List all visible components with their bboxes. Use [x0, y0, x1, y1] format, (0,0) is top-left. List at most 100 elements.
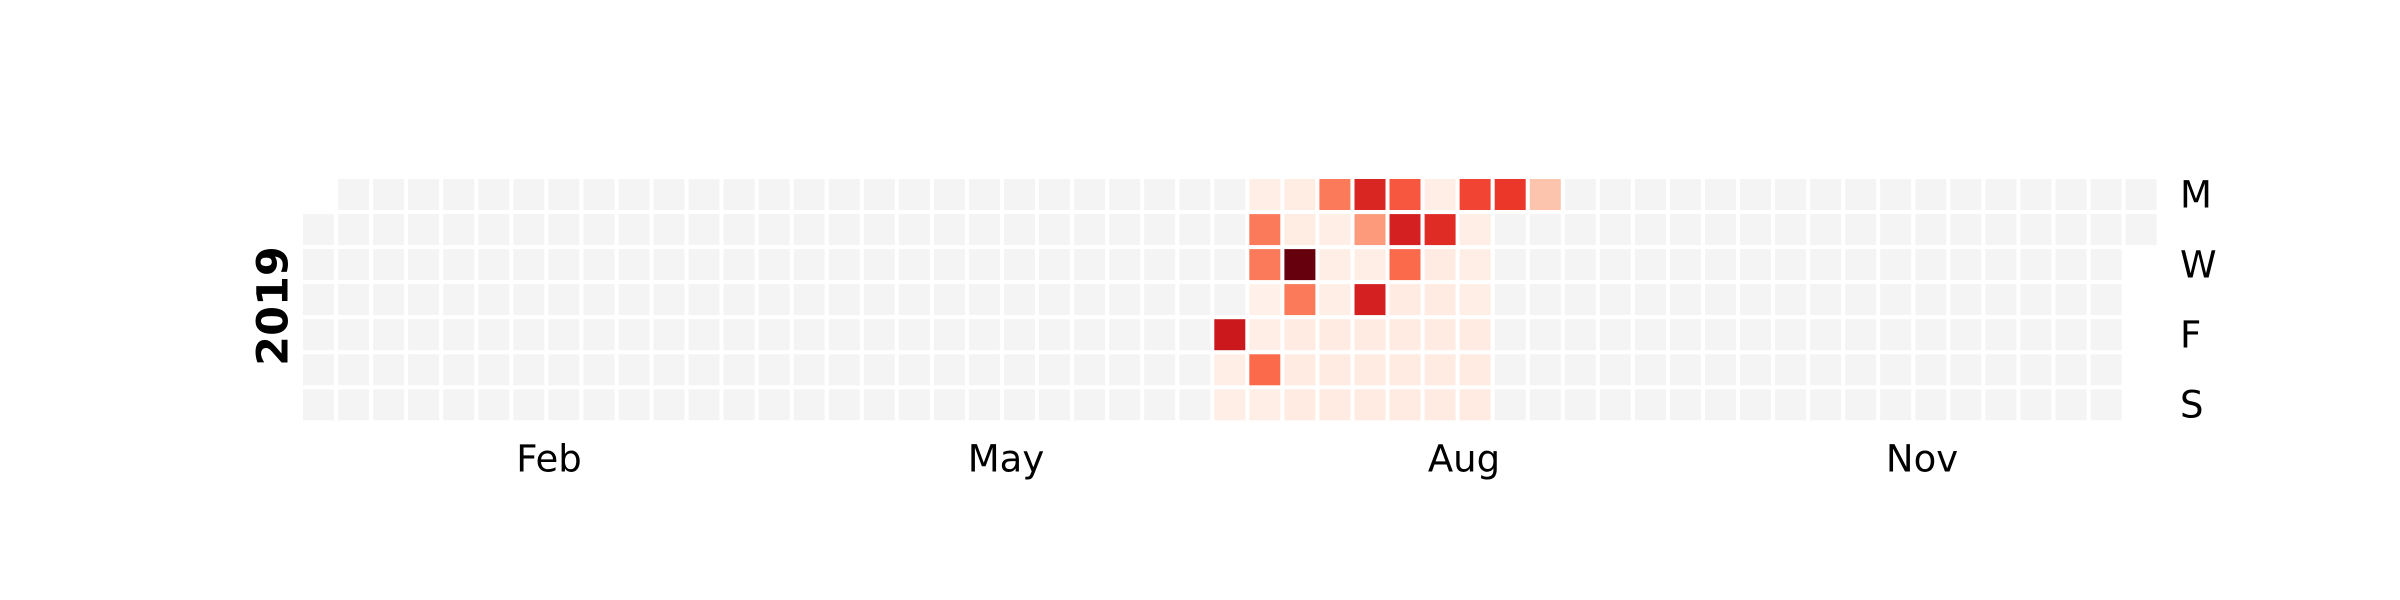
day-cell-2019-06-07: [1074, 319, 1106, 351]
day-cell-2019-01-27: [408, 389, 440, 421]
day-cell-2019-05-17: [968, 319, 1000, 351]
day-cell-2019-11-06: [1845, 249, 1877, 281]
day-cell-2019-09-11: [1564, 249, 1596, 281]
day-cell-2019-03-14: [653, 284, 685, 316]
day-cell-2019-12-16: [2055, 179, 2087, 210]
day-cell-2019-05-27: [1039, 179, 1070, 210]
day-cell-2019-10-12: [1705, 354, 1736, 386]
day-cell-2019-10-05: [1669, 354, 1701, 386]
day-cell-2019-08-12: [1424, 179, 1456, 210]
day-cell-2019-01-11: [338, 319, 370, 351]
day-cell-2019-12-28: [2090, 354, 2122, 386]
day-cell-2019-11-16: [1880, 354, 1912, 386]
day-cell-2019-05-18: [968, 354, 1000, 386]
day-cell-2019-04-29: [898, 179, 930, 210]
day-cell-2019-03-18: [688, 179, 720, 210]
day-cell-2019-01-25: [408, 319, 440, 351]
day-cell-2019-09-01: [1494, 389, 1526, 421]
day-cell-2019-07-06: [1214, 354, 1246, 386]
month-label-feb: Feb: [516, 438, 582, 481]
day-cell-2019-08-04: [1354, 389, 1386, 421]
day-cell-2019-11-27: [1950, 249, 1982, 281]
day-cell-2019-05-23: [1004, 284, 1035, 316]
day-cell-2019-08-10: [1389, 354, 1421, 386]
day-cell-2019-08-28: [1494, 249, 1526, 281]
day-cell-2019-10-17: [1740, 284, 1771, 316]
day-cell-2019-12-30: [2125, 179, 2157, 210]
day-cell-2019-12-01: [1950, 389, 1982, 421]
day-cell-2019-08-19: [1459, 179, 1491, 210]
day-cell-2019-01-22: [408, 214, 440, 246]
day-cell-2019-07-29: [1354, 179, 1386, 210]
day-cell-2019-09-12: [1564, 284, 1596, 316]
day-cell-2019-03-09: [618, 354, 650, 386]
day-cell-2019-09-30: [1669, 179, 1701, 210]
day-cell-2019-07-17: [1284, 249, 1316, 281]
day-cell-2019-06-19: [1144, 249, 1176, 281]
month-label-may: May: [968, 438, 1045, 481]
day-cell-2019-10-09: [1705, 249, 1736, 281]
day-cell-2019-11-11: [1880, 179, 1912, 210]
day-cell-2019-03-29: [723, 319, 755, 351]
day-cell-2019-02-17: [513, 389, 545, 421]
day-cell-2019-03-07: [618, 284, 650, 316]
day-cell-2019-03-01: [583, 319, 615, 351]
day-cell-2019-06-30: [1179, 389, 1211, 421]
day-cell-2019-04-15: [828, 179, 860, 210]
day-cell-2019-09-28: [1634, 354, 1666, 386]
day-cell-2019-06-18: [1144, 214, 1176, 246]
day-cell-2019-10-24: [1775, 284, 1807, 316]
day-cell-2019-11-22: [1915, 319, 1947, 351]
day-cell-2019-02-19: [548, 214, 580, 246]
day-cell-2019-05-01: [898, 249, 930, 281]
day-cell-2019-04-06: [758, 354, 790, 386]
day-cell-2019-10-03: [1669, 284, 1701, 316]
day-cell-2019-04-17: [828, 249, 860, 281]
day-cell-2019-04-22: [863, 179, 895, 210]
day-cell-2019-10-27: [1775, 389, 1807, 421]
day-cell-2019-09-19: [1599, 284, 1631, 316]
day-cell-2019-06-26: [1179, 249, 1211, 281]
day-cell-2019-08-01: [1354, 284, 1386, 316]
day-cell-2019-12-07: [1985, 354, 2017, 386]
day-cell-2019-07-11: [1249, 284, 1281, 316]
day-cell-2019-12-18: [2055, 249, 2087, 281]
day-cell-2019-05-03: [898, 319, 930, 351]
day-cell-2019-12-24: [2090, 214, 2122, 246]
day-cell-2019-03-17: [653, 389, 685, 421]
day-cell-2019-03-10: [618, 389, 650, 421]
day-cell-2019-12-05: [1985, 284, 2017, 316]
day-cell-2019-04-12: [793, 319, 825, 351]
day-cell-2019-10-14: [1740, 179, 1771, 210]
day-cell-2019-11-15: [1880, 319, 1912, 351]
day-cell-2019-10-18: [1740, 319, 1771, 351]
year-label: 2019: [249, 246, 299, 366]
day-cell-2019-03-16: [653, 354, 685, 386]
day-cell-2019-02-28: [583, 284, 615, 316]
day-cell-2019-12-22: [2055, 389, 2087, 421]
day-cell-2019-06-22: [1144, 354, 1176, 386]
day-cell-2019-09-20: [1599, 319, 1631, 351]
day-cell-2019-05-29: [1039, 249, 1070, 281]
day-cell-2019-02-10: [478, 389, 510, 421]
day-cell-2019-06-29: [1179, 354, 1211, 386]
day-cell-2019-09-22: [1599, 389, 1631, 421]
day-cell-2019-03-21: [688, 284, 720, 316]
day-cell-2019-01-31: [443, 284, 475, 316]
day-cell-2019-08-21: [1459, 249, 1491, 281]
day-cell-2019-11-18: [1915, 179, 1947, 210]
day-label-monday: M: [2180, 174, 2212, 217]
day-cell-2019-10-02: [1669, 249, 1701, 281]
day-cell-2019-12-31: [2125, 214, 2157, 246]
day-cell-2019-07-14: [1249, 389, 1281, 421]
day-cell-2019-11-20: [1915, 249, 1947, 281]
day-cell-2019-10-16: [1740, 249, 1771, 281]
day-cell-2019-05-31: [1039, 319, 1070, 351]
day-cell-2019-07-31: [1354, 249, 1386, 281]
day-cell-2019-12-23: [2090, 179, 2122, 210]
day-cell-2019-05-30: [1039, 284, 1070, 316]
day-cell-2019-11-10: [1845, 389, 1877, 421]
day-cell-2019-02-24: [548, 389, 580, 421]
day-cell-2019-06-14: [1109, 319, 1141, 351]
day-cell-2019-02-05: [478, 214, 510, 246]
